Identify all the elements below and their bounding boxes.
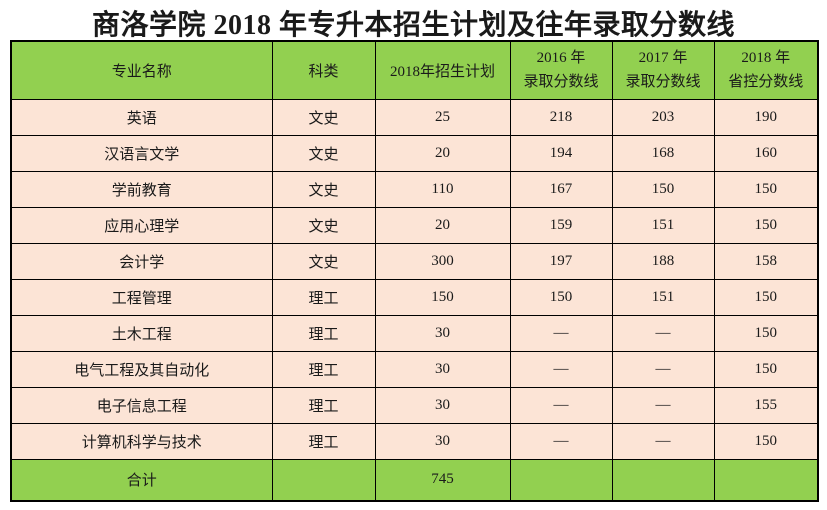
table-row: 英语 文史 25 218 203 190: [10, 98, 819, 136]
table-row: 学前教育 文史 110 167 150 150: [10, 170, 819, 208]
score-2017-cell: —: [611, 422, 715, 460]
control-2018-cell: 150: [713, 278, 819, 316]
header-row: 专业名称 科类 2018年招生计划 2016 年 录取分数线 2017 年 录取…: [10, 40, 819, 100]
major-cell: 工程管理: [10, 278, 273, 316]
column-header-score-2017-line2: 录取分数线: [625, 74, 701, 91]
score-2017-cell: 168: [611, 134, 715, 172]
table-row: 电子信息工程 理工 30 — — 155: [10, 386, 819, 424]
score-2016-cell: 167: [509, 170, 613, 208]
plan-2018-cell: 110: [374, 170, 511, 208]
table-body: 英语 文史 25 218 203 190 汉语言文学 文史 20 194 168…: [10, 98, 819, 460]
control-2018-cell: 150: [713, 422, 819, 460]
column-header-control-2018: 2018 年 省控分数线: [713, 40, 819, 100]
admission-score-table: 专业名称 科类 2018年招生计划 2016 年 录取分数线 2017 年 录取…: [10, 40, 819, 502]
category-cell: 理工: [271, 386, 376, 424]
score-2017-cell: 151: [611, 206, 715, 244]
control-2018-cell: 158: [713, 242, 819, 280]
column-header-score-2017: 2017 年 录取分数线: [611, 40, 715, 100]
table-row: 汉语言文学 文史 20 194 168 160: [10, 134, 819, 172]
plan-2018-cell: 20: [374, 206, 511, 244]
score-2017-cell: —: [611, 350, 715, 388]
plan-2018-cell: 30: [374, 314, 511, 352]
score-2016-cell: —: [509, 350, 613, 388]
plan-2018-cell: 20: [374, 134, 511, 172]
score-2017-cell: —: [611, 314, 715, 352]
table-row: 土木工程 理工 30 — — 150: [10, 314, 819, 352]
table-footer: 合计 745: [10, 458, 819, 502]
plan-2018-cell: 30: [374, 350, 511, 388]
score-2017-cell: —: [611, 386, 715, 424]
control-2018-cell: 155: [713, 386, 819, 424]
category-cell: 文史: [271, 206, 376, 244]
control-2018-cell: 150: [713, 170, 819, 208]
major-cell: 电气工程及其自动化: [10, 350, 273, 388]
total-category-cell: [271, 458, 376, 502]
control-2018-cell: 190: [713, 98, 819, 136]
category-cell: 文史: [271, 98, 376, 136]
control-2018-cell: 150: [713, 314, 819, 352]
score-2016-cell: 218: [509, 98, 613, 136]
control-2018-cell: 150: [713, 206, 819, 244]
major-cell: 英语: [10, 98, 273, 136]
column-header-control-2018-line2: 省控分数线: [728, 74, 804, 91]
table-header: 专业名称 科类 2018年招生计划 2016 年 录取分数线 2017 年 录取…: [10, 40, 819, 100]
page-title: 商洛学院 2018 年专升本招生计划及往年录取分数线: [91, 10, 735, 41]
total-label-cell: 合计: [10, 458, 273, 502]
score-2017-cell: 151: [611, 278, 715, 316]
category-cell: 文史: [271, 242, 376, 280]
plan-2018-cell: 30: [374, 386, 511, 424]
category-cell: 文史: [271, 170, 376, 208]
column-header-score-2016-line1: 2016 年: [536, 50, 586, 67]
column-header-major: 专业名称: [10, 40, 273, 100]
major-cell: 计算机科学与技术: [10, 422, 273, 460]
column-header-score-2016-line2: 录取分数线: [523, 74, 599, 91]
score-2017-cell: 203: [611, 98, 715, 136]
category-cell: 理工: [271, 422, 376, 460]
category-cell: 理工: [271, 314, 376, 352]
table-row: 会计学 文史 300 197 188 158: [10, 242, 819, 280]
major-cell: 应用心理学: [10, 206, 273, 244]
total-row: 合计 745: [10, 458, 819, 502]
column-header-control-2018-line1: 2018 年: [741, 50, 791, 67]
table-row: 计算机科学与技术 理工 30 — — 150: [10, 422, 819, 460]
score-2016-cell: 159: [509, 206, 613, 244]
table-row: 电气工程及其自动化 理工 30 — — 150: [10, 350, 819, 388]
category-cell: 理工: [271, 350, 376, 388]
score-2016-cell: 197: [509, 242, 613, 280]
major-cell: 会计学: [10, 242, 273, 280]
major-cell: 汉语言文学: [10, 134, 273, 172]
total-score-2017-cell: [611, 458, 715, 502]
score-2017-cell: 188: [611, 242, 715, 280]
category-cell: 理工: [271, 278, 376, 316]
plan-2018-cell: 300: [374, 242, 511, 280]
score-2017-cell: 150: [611, 170, 715, 208]
control-2018-cell: 160: [713, 134, 819, 172]
major-cell: 土木工程: [10, 314, 273, 352]
score-2016-cell: 150: [509, 278, 613, 316]
score-2016-cell: —: [509, 314, 613, 352]
column-header-category: 科类: [271, 40, 376, 100]
plan-2018-cell: 25: [374, 98, 511, 136]
column-header-plan-2018: 2018年招生计划: [374, 40, 511, 100]
score-2016-cell: 194: [509, 134, 613, 172]
total-plan-cell: 745: [374, 458, 511, 502]
column-header-score-2017-line1: 2017 年: [638, 50, 688, 67]
control-2018-cell: 150: [713, 350, 819, 388]
plan-2018-cell: 150: [374, 278, 511, 316]
column-header-score-2016: 2016 年 录取分数线: [509, 40, 613, 100]
score-2016-cell: —: [509, 386, 613, 424]
major-cell: 电子信息工程: [10, 386, 273, 424]
major-cell: 学前教育: [10, 170, 273, 208]
total-control-2018-cell: [713, 458, 819, 502]
score-2016-cell: —: [509, 422, 613, 460]
table-row: 应用心理学 文史 20 159 151 150: [10, 206, 819, 244]
plan-2018-cell: 30: [374, 422, 511, 460]
table-row: 工程管理 理工 150 150 151 150: [10, 278, 819, 316]
category-cell: 文史: [271, 134, 376, 172]
total-score-2016-cell: [509, 458, 613, 502]
